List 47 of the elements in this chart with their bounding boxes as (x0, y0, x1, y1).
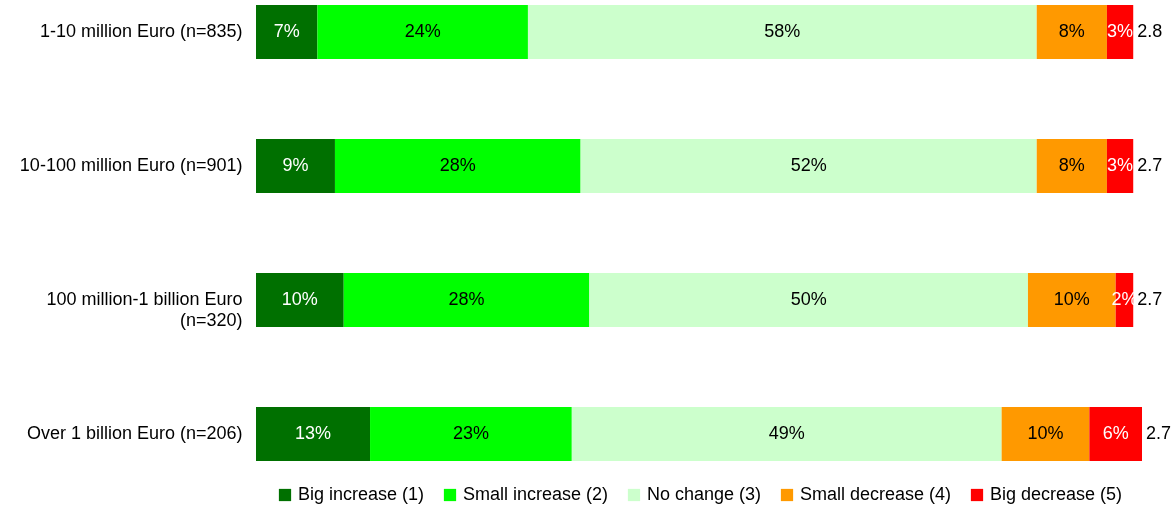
bar (317, 4, 528, 59)
data-label: 10% (1053, 289, 1090, 310)
y-tick-label: 1-10 million Euro (n=835) (39, 20, 243, 41)
bar (370, 407, 572, 462)
y-tick-label: 10-100 million Euro (n=901) (19, 154, 243, 175)
data-label: 24% (404, 20, 441, 41)
bar (580, 138, 1037, 193)
data-label: 52% (790, 154, 827, 175)
data-label: 10% (1027, 423, 1064, 444)
data-label: 7% (273, 20, 300, 41)
bar (527, 4, 1037, 59)
data-label: 3% (1107, 154, 1134, 175)
bar (1001, 407, 1090, 462)
annotation: 2.8 (1137, 20, 1163, 41)
data-label: 8% (1058, 20, 1085, 41)
text: 2.7 (1146, 423, 1172, 444)
data-label: 28% (439, 154, 476, 175)
bar (256, 273, 344, 328)
bar (1036, 4, 1107, 59)
data-label: 50% (790, 289, 827, 310)
legend-label: Small increase (2) (463, 484, 609, 504)
legend-label: Small decrease (4) (800, 484, 952, 504)
bar (334, 138, 581, 193)
y-tick-label: Over 1 billion Euro (n=206) (26, 423, 243, 444)
y-tick-label: 100 million-1 billion Euro (n=320) (46, 289, 243, 331)
bar (1089, 407, 1142, 462)
data-label: 13% (295, 423, 332, 444)
legend-label: Big decrease (5) (990, 484, 1123, 504)
data-label: 28% (448, 289, 485, 310)
bar (256, 407, 371, 462)
bar (571, 407, 1002, 462)
data-label: 58% (764, 20, 801, 41)
data-label: 10% (281, 289, 318, 310)
data-label: 6% (1102, 423, 1129, 444)
data-label: 9% (282, 154, 309, 175)
bar (1036, 138, 1107, 193)
data-label: 49% (768, 423, 805, 444)
data-label: 3% (1107, 20, 1134, 41)
data-label: 8% (1058, 154, 1085, 175)
data-label: 23% (452, 423, 489, 444)
bar (589, 273, 1028, 328)
legend-label: No change (3) (647, 484, 762, 504)
bar (343, 273, 590, 328)
bar (256, 4, 318, 59)
legend-label: Big increase (1) (298, 484, 425, 504)
annotation: 2.7 (1137, 154, 1163, 175)
bar (256, 138, 335, 193)
